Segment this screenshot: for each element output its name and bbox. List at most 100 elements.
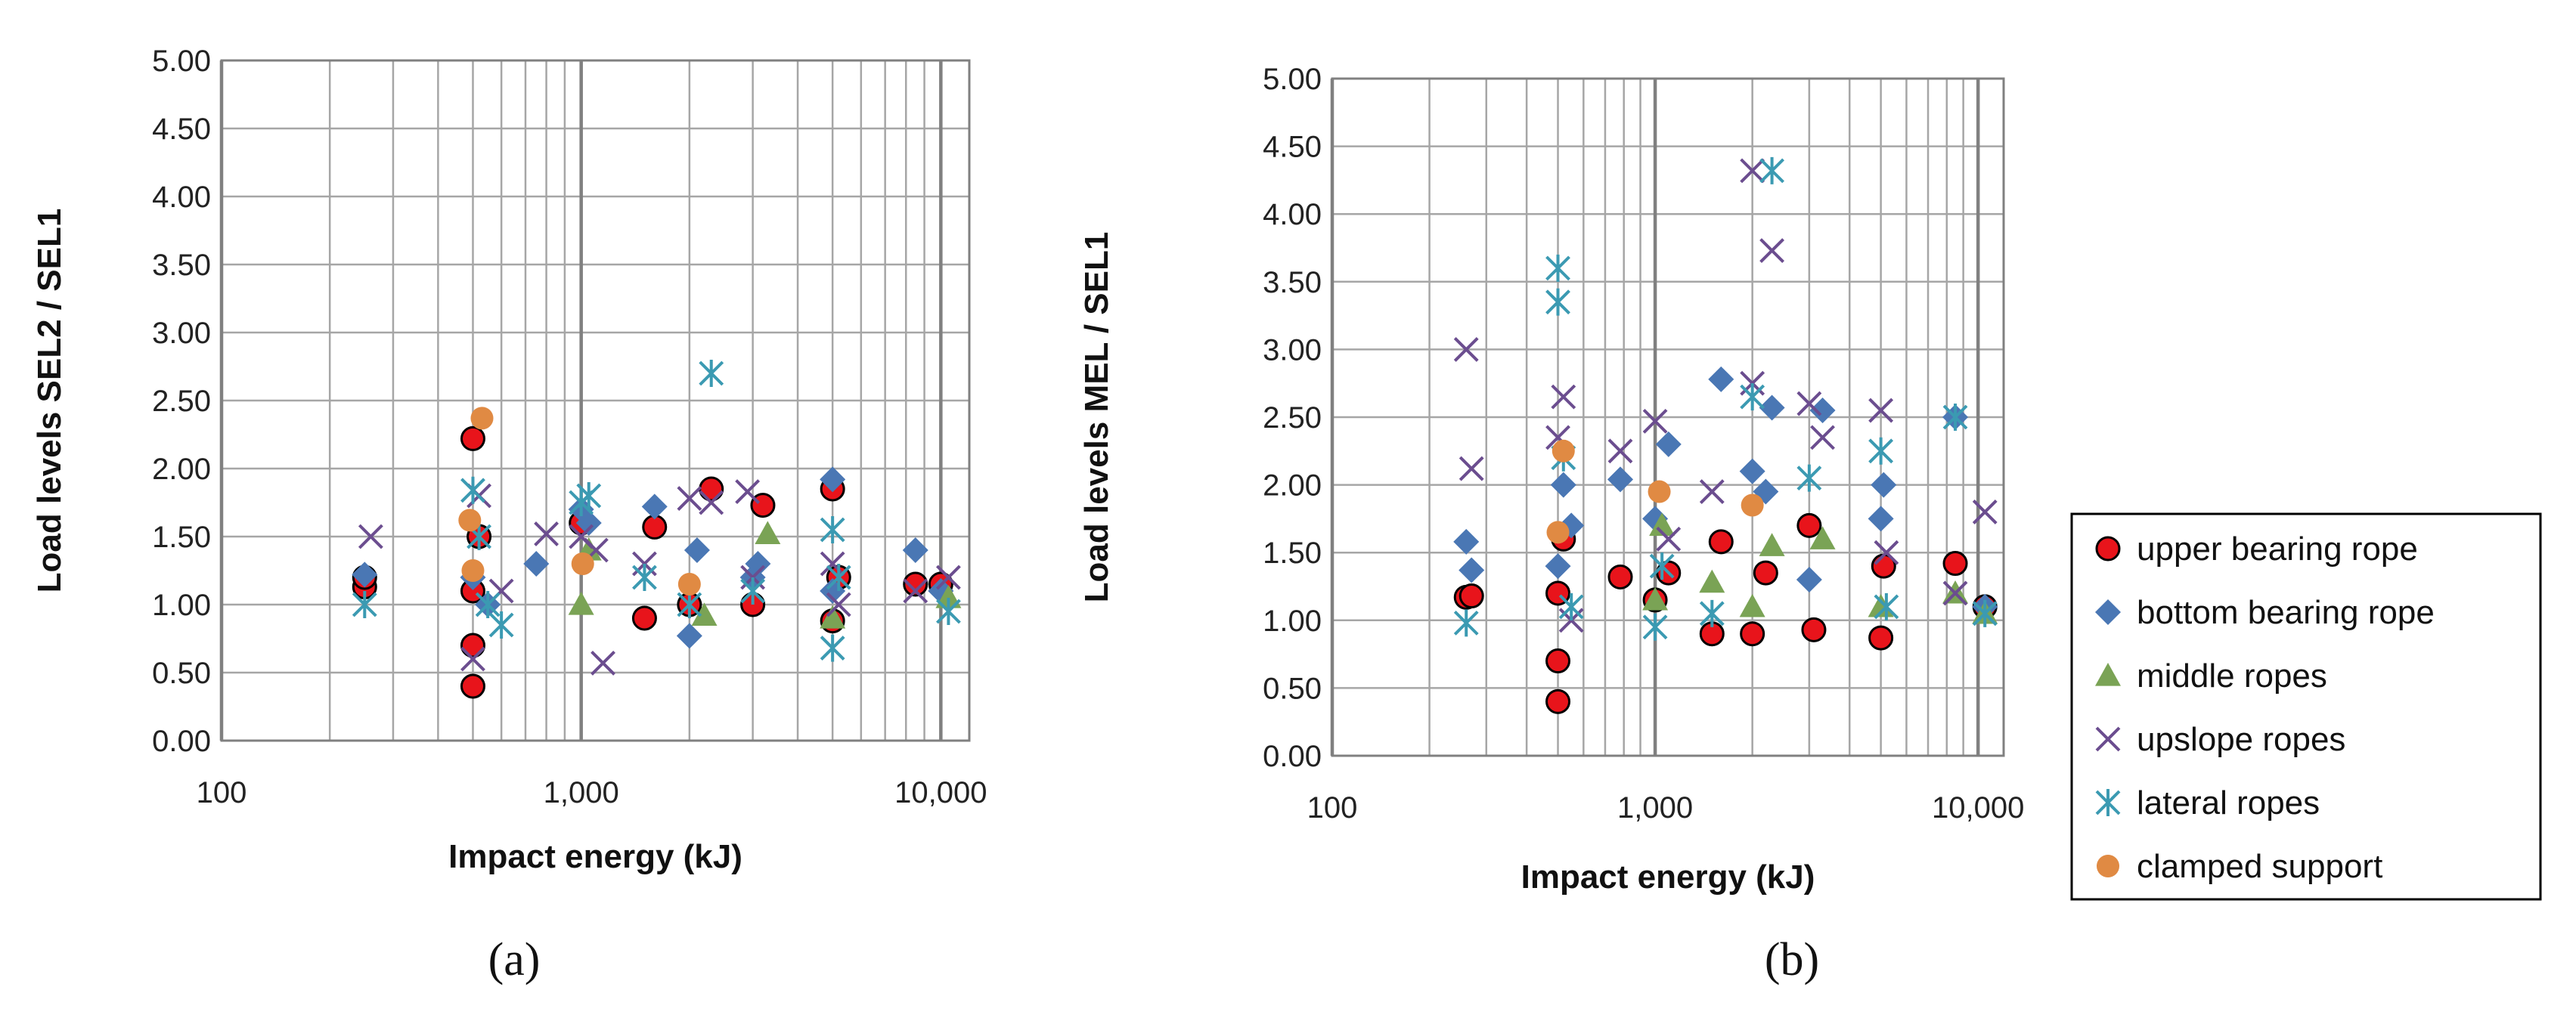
plot-frame: [1331, 77, 2005, 757]
data-point: [1453, 336, 1479, 362]
data-point: [1607, 466, 1634, 493]
data-point: [1796, 464, 1822, 492]
y-tick-label: 4.50: [1263, 131, 1322, 164]
data-point: [1942, 404, 1968, 431]
data-point: [352, 591, 377, 618]
data-point: [571, 552, 594, 575]
data-point: [735, 479, 761, 505]
data-point: [1656, 526, 1682, 552]
data-point: [1868, 625, 1894, 651]
data-point: [576, 482, 602, 509]
y-tick-label: 0.50: [152, 657, 211, 690]
data-point: [1453, 528, 1480, 555]
data-point: [523, 551, 550, 577]
data-point: [1649, 512, 1675, 536]
y-tick-label: 0.00: [152, 725, 211, 758]
y-axis-title: Load levels MEL / SEL1: [1078, 232, 1115, 603]
data-point: [1871, 472, 1897, 498]
data-point: [1458, 557, 1485, 583]
legend-item: upper bearing rope: [2095, 531, 2418, 568]
legend-marker: [2095, 726, 2121, 752]
data-point: [1699, 569, 1725, 593]
series-clamped-support: [1546, 439, 1764, 544]
data-point: [460, 476, 485, 504]
legend-box: [2070, 512, 2542, 901]
data-point: [1458, 456, 1484, 481]
legend-marker: [2095, 663, 2121, 686]
data-point: [1809, 526, 1836, 549]
series-middle-ropes: [568, 521, 962, 629]
x-axis-title: Impact energy (kJ): [448, 838, 742, 875]
y-axis-title: Load levels SEL2 / SEL1: [31, 209, 68, 593]
data-point: [1796, 391, 1822, 416]
data-point: [1868, 506, 1894, 532]
data-point: [575, 510, 602, 536]
legend-label: upper bearing rope: [2137, 531, 2418, 568]
chart-panel-a: 0.00 0.50 1.00 1.50 2.00 2.50 3.00 3.50 4.00 4.50…: [31, 45, 987, 875]
data-point: [1642, 586, 1669, 611]
data-point: [1642, 613, 1668, 641]
legend-marker: [2095, 599, 2121, 625]
data-point: [1868, 398, 1894, 423]
legend-label: upslope ropes: [2137, 721, 2345, 758]
data-point: [488, 611, 514, 639]
x-tick-label: 10,000: [894, 776, 987, 809]
legend-marker: [2095, 536, 2121, 562]
data-point: [699, 360, 724, 387]
data-point: [1809, 398, 1836, 424]
data-point: [1708, 529, 1734, 555]
data-point: [1801, 617, 1827, 642]
data-point: [352, 562, 378, 588]
data-point: [1607, 438, 1633, 464]
x-tick-label: 100: [197, 776, 247, 809]
data-point: [1642, 408, 1668, 434]
y-tick-label: 1.50: [1263, 537, 1322, 570]
data-point: [1972, 500, 1998, 524]
data-point: [1740, 158, 1765, 184]
data-point: [1649, 552, 1675, 580]
panel-label-b: (b): [1765, 934, 1819, 985]
x-tick-label: 100: [1307, 791, 1358, 825]
data-point: [1942, 551, 1968, 577]
data-point: [1740, 383, 1765, 411]
legend-item: clamped support: [2097, 848, 2382, 885]
data-point: [460, 673, 485, 699]
plot-frame: [220, 59, 971, 742]
data-point: [1741, 493, 1764, 517]
legend-label: lateral ropes: [2137, 784, 2320, 821]
data-point: [470, 407, 494, 430]
series-lateral-ropes: [352, 360, 961, 662]
data-point: [902, 537, 928, 563]
series-clamped-support: [458, 407, 701, 596]
data-point: [1796, 512, 1822, 538]
y-tick-label: 0.50: [1263, 672, 1322, 705]
data-point: [1739, 458, 1765, 484]
x-axis-title: Impact energy (kJ): [1521, 859, 1815, 896]
chart-panel-b: 0.00 0.50 1.00 1.50 2.00 2.50 3.00 3.50 4.00 4.50…: [1078, 63, 2024, 896]
data-point: [1759, 156, 1784, 184]
data-point: [820, 466, 846, 493]
panel-label-a: (a): [488, 934, 541, 985]
legend-item: upslope ropes: [2095, 721, 2345, 758]
data-point: [1868, 437, 1894, 465]
data-point: [677, 573, 701, 596]
legend-item: middle ropes: [2095, 657, 2327, 695]
data-point: [1759, 238, 1784, 263]
data-point: [936, 565, 961, 590]
data-point: [632, 564, 657, 591]
data-point: [745, 551, 771, 577]
data-point: [1558, 592, 1584, 620]
data-point: [1810, 425, 1835, 450]
data-point: [460, 425, 485, 451]
data-point: [1458, 583, 1484, 609]
data-point: [1759, 533, 1785, 556]
data-point: [1739, 593, 1765, 617]
y-tick-label: 3.00: [1263, 333, 1322, 367]
data-point: [1453, 609, 1479, 637]
data-point: [460, 646, 485, 672]
y-tick-label: 3.50: [152, 249, 211, 282]
data-point: [699, 490, 724, 515]
data-point: [1942, 580, 1968, 606]
y-tick-label: 3.50: [1263, 266, 1322, 299]
